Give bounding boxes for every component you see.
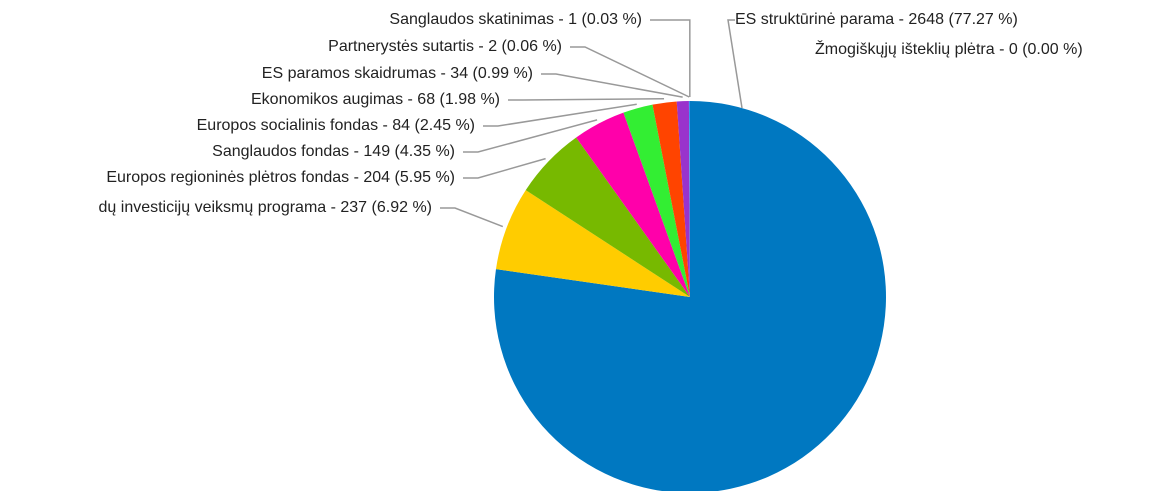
- pie-slice: [494, 101, 886, 491]
- pie-slice: [623, 104, 690, 297]
- leader-line: [727, 19, 743, 109]
- slice-label: Ekonomikos augimas - 68 (1.98 %): [251, 91, 500, 108]
- pie-slice: [576, 112, 690, 297]
- leader-line: [508, 97, 665, 101]
- slice-label: Partnerystės sutartis - 2 (0.06 %): [328, 38, 562, 55]
- slice-label: Europos regioninės plėtros fondas - 204 …: [106, 169, 455, 186]
- slice-label: Europos socialinis fondas - 84 (2.45 %): [197, 117, 475, 134]
- leader-line: [570, 46, 690, 98]
- pie-slice: [676, 101, 690, 298]
- leader-line: [483, 103, 637, 127]
- slice-label: ES paramos skaidrumas - 34 (0.99 %): [262, 65, 533, 82]
- leader-line: [541, 73, 683, 98]
- leader-line: [650, 19, 691, 98]
- slice-label: ES struktūrinė parama - 2648 (77.27 %): [735, 11, 1018, 28]
- leader-line: [463, 119, 598, 153]
- slice-label: Sanglaudos fondas - 149 (4.35 %): [212, 143, 455, 160]
- leader-line: [463, 157, 546, 179]
- pie-slice: [652, 101, 690, 298]
- slice-label: Sanglaudos skatinimas - 1 (0.03 %): [389, 11, 642, 28]
- slice-label: dų investicijų veiksmų programa - 237 (6…: [99, 199, 432, 216]
- slice-label: Žmogiškųjų išteklių plėtra - 0 (0.00 %): [815, 39, 1083, 58]
- leader-line: [440, 207, 504, 228]
- pie-slice: [525, 137, 690, 297]
- pie-slice: [495, 190, 690, 297]
